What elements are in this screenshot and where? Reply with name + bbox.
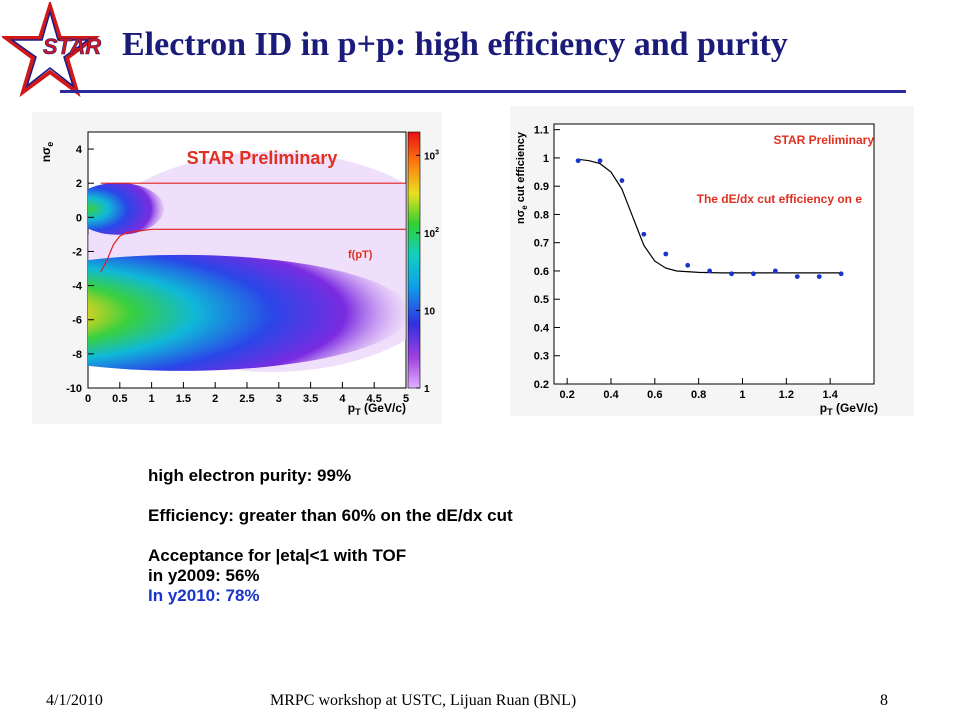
heatmap-y-tick-label: -10 xyxy=(66,383,82,395)
heatmap-x-label: pT (GeV/c) xyxy=(348,401,406,417)
heatmap-y-tick-label: 2 xyxy=(76,178,82,190)
page-number: 8 xyxy=(880,692,888,709)
efficiency-x-tick-label: 1.4 xyxy=(823,389,839,401)
heatmap-y-tick-label: -8 xyxy=(72,349,82,361)
efficiency-y-tick-label: 0.3 xyxy=(534,351,549,363)
heatmap-y-tick-label: -4 xyxy=(72,281,83,293)
efficiency-chart: 0.2 0.4 0.6 0.8 1 1.2 1.4 1.1 1 0.9 0.8 0.7 0.6 0.5 0.… xyxy=(510,106,914,416)
efficiency-point xyxy=(597,158,603,164)
footer-date: 4/1/2010 xyxy=(46,692,103,709)
electron-band xyxy=(88,182,164,235)
colorbar-tick-label: 1 xyxy=(424,384,430,395)
efficiency-point xyxy=(772,268,778,274)
heatmap-y-label: nσe xyxy=(39,142,55,163)
efficiency-line: Efficiency: greater than 60% on the dE/d… xyxy=(148,506,513,525)
heatmap-x-tick-label: 3.5 xyxy=(303,393,318,405)
efficiency-point xyxy=(729,271,734,277)
efficiency-y-tick-label: 0.4 xyxy=(534,322,550,334)
colorbar xyxy=(407,131,421,389)
efficiency-x-tick-label: 0.2 xyxy=(560,389,575,401)
efficiency-frame xyxy=(553,123,875,385)
efficiency-y-tick-label: 0.9 xyxy=(534,181,549,193)
heatmap-x-tick-label: 1 xyxy=(149,393,155,405)
title-divider xyxy=(60,90,906,93)
efficiency-x-tick-label: 1.2 xyxy=(779,389,794,401)
efficiency-y-tick-label: 1 xyxy=(543,153,549,165)
heatmap-x-tick-label: 4.5 xyxy=(367,393,382,405)
efficiency-point xyxy=(794,274,800,280)
hadron-band xyxy=(88,254,406,371)
cut-line-lower xyxy=(100,228,406,273)
logo-text: STAR xyxy=(43,34,101,59)
efficiency-point xyxy=(838,271,844,277)
y2009-line: in y2009: 56% xyxy=(148,566,260,585)
heatmap-x-tick-label: 4 xyxy=(339,393,346,405)
heatmap-x-tick-label: 2 xyxy=(212,393,218,405)
heatmap-annotation: STAR Preliminary xyxy=(187,148,338,168)
efficiency-point xyxy=(707,268,713,274)
efficiency-x-tick-label: 0.6 xyxy=(647,389,662,401)
heatmap-x-tick-label: 2.5 xyxy=(239,393,254,405)
heatmap-y-tick-label: -6 xyxy=(72,315,82,327)
colorbar-tick-label: 10 xyxy=(424,306,436,317)
slide-title: Electron ID in p+p: high efficiency and … xyxy=(122,26,788,63)
efficiency-annotation-mid: The dE/dx cut efficiency on e xyxy=(697,192,863,206)
heatmap-x-tick-label: 3 xyxy=(276,393,282,405)
purity-line: high electron purity: 99% xyxy=(148,466,352,485)
heatmap-y-tick-label: 0 xyxy=(76,212,82,224)
efficiency-y-label: nσe cut efficiency xyxy=(515,131,529,224)
fit-curve xyxy=(578,158,842,274)
efficiency-point xyxy=(663,251,669,257)
star-logo: STAR xyxy=(2,2,102,98)
footer-author: MRPC workshop at USTC, Lijuan Ruan (BNL) xyxy=(270,692,577,709)
y2010-line: In y2010: 78% xyxy=(148,586,260,605)
efficiency-x-tick-label: 0.8 xyxy=(691,389,706,401)
efficiency-y-tick-label: 0.2 xyxy=(534,379,549,391)
heatmap-x-tick-label: 0 xyxy=(85,393,91,405)
efficiency-y-tick-label: 0.6 xyxy=(534,266,549,278)
efficiency-point xyxy=(619,178,625,183)
heatmap-y-tick-label: 4 xyxy=(76,144,83,156)
heatmap-y-tick-label: -2 xyxy=(72,246,82,258)
efficiency-point xyxy=(816,274,822,280)
efficiency-point xyxy=(575,158,581,164)
efficiency-y-tick-label: 0.8 xyxy=(534,209,549,221)
efficiency-point xyxy=(641,231,647,237)
curve-label-text: f(pT) xyxy=(348,249,373,261)
heatmap-x-tick-label: 1.5 xyxy=(176,393,191,405)
efficiency-y-tick-label: 0.5 xyxy=(534,294,549,306)
acceptance-line: Acceptance for |eta|<1 with TOF xyxy=(148,546,407,565)
efficiency-y-tick-label: 1.1 xyxy=(534,125,549,137)
efficiency-point xyxy=(685,262,691,268)
efficiency-x-tick-label: 1 xyxy=(739,389,745,401)
efficiency-x-tick-label: 0.4 xyxy=(603,389,619,401)
efficiency-x-label: pT (GeV/c) xyxy=(820,401,878,416)
summary-text: high electron purity: 99% Efficiency: gr… xyxy=(148,466,708,606)
heatmap-x-tick-label: 5 xyxy=(403,393,409,405)
efficiency-annotation-top: STAR Preliminary xyxy=(774,133,875,147)
efficiency-y-tick-label: 0.7 xyxy=(534,238,549,250)
curve-label: f(pT) xyxy=(348,249,373,261)
efficiency-point xyxy=(751,271,756,277)
heatmap-x-tick-label: 0.5 xyxy=(112,393,127,405)
